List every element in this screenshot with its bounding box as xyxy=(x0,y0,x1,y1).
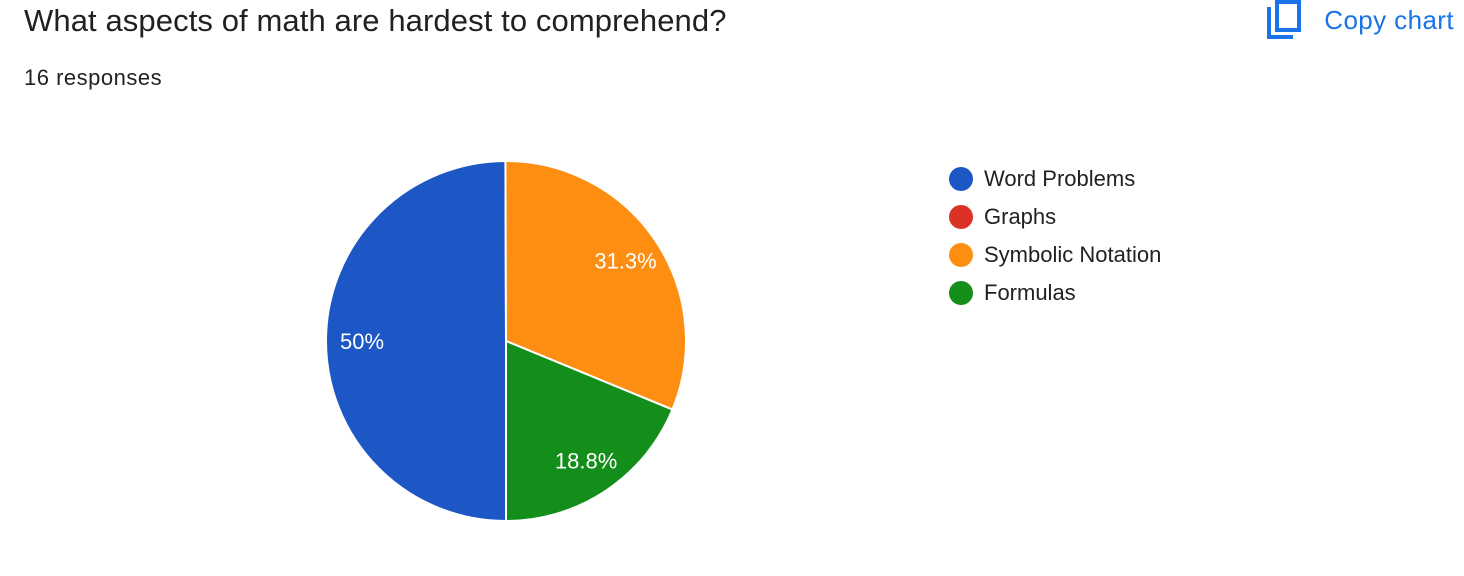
legend-label-graphs: Graphs xyxy=(984,204,1057,229)
legend-label-formulas: Formulas xyxy=(984,280,1076,305)
legend-item-word-problems: Word Problems xyxy=(949,160,1161,198)
slice-label-word-problems: 50% xyxy=(340,329,384,354)
response-count: 16 responses xyxy=(24,65,163,90)
legend-label-word-problems: Word Problems xyxy=(984,166,1136,191)
legend-item-symbolic-notation: Symbolic Notation xyxy=(949,236,1161,274)
legend-swatch-symbolic-notation xyxy=(949,243,973,267)
copy-icon xyxy=(1267,0,1302,39)
legend-swatch-word-problems xyxy=(949,167,973,191)
legend-swatch-graphs xyxy=(949,205,973,229)
pie-slice-formulas xyxy=(505,339,674,523)
chart-legend: Word Problems Graphs Symbolic Notation Form… xyxy=(949,160,1161,312)
legend-swatch-formulas xyxy=(949,281,973,305)
slice-label-symbolic-notation: 31.3% xyxy=(594,249,656,274)
slice-label-formulas: 18.8% xyxy=(555,449,617,474)
pie-slice-word-problems xyxy=(325,159,507,523)
legend-item-formulas: Formulas xyxy=(949,274,1161,312)
pie-slice-symbolic-notation xyxy=(504,160,687,411)
chart-title: What aspects of math are hardest to comp… xyxy=(24,3,727,38)
legend-item-graphs: Graphs xyxy=(949,198,1161,236)
legend-label-symbolic-notation: Symbolic Notation xyxy=(984,242,1162,267)
copy-chart-button[interactable]: Copy chart xyxy=(1266,0,1454,40)
copy-chart-label: Copy chart xyxy=(1324,4,1454,35)
